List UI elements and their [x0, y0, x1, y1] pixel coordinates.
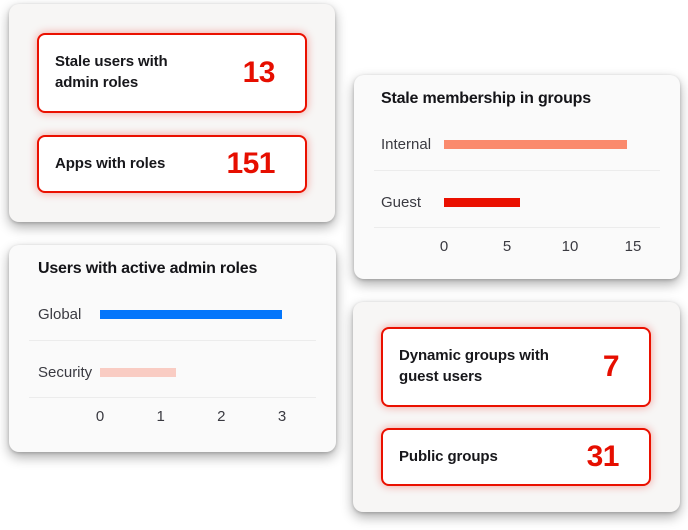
bar-track [100, 367, 282, 377]
card-stale-membership-chart: Stale membership in groups Internal Guest… [354, 75, 680, 279]
row-separator [29, 340, 316, 341]
x-tick-label: 3 [277, 408, 287, 425]
kpi-tile-stale-admin-users: Stale users with admin roles 13 [37, 33, 307, 113]
x-tick-label: 0 [439, 238, 449, 255]
x-tick-label: 15 [624, 238, 642, 255]
bar-category-label: Security [38, 363, 93, 381]
bar-track [100, 309, 282, 319]
chart-row-global: Global [38, 300, 282, 328]
kpi-value: 151 [226, 147, 275, 180]
x-tick-label: 0 [95, 408, 105, 425]
kpi-tile-apps-with-roles: Apps with roles 151 [37, 135, 307, 193]
bar-internal [444, 139, 627, 149]
x-tick-label: 1 [156, 408, 165, 425]
kpi-label: Apps with roles [55, 154, 166, 172]
chart-title: Users with active admin roles [38, 260, 258, 277]
row-separator [29, 397, 316, 398]
bar-chart-active-admin-roles: Global Security 0 1 2 3 [9, 245, 336, 452]
chart-title: Stale membership in groups [381, 90, 591, 107]
bar-track [444, 197, 633, 207]
kpi-label: Stale users with admin roles [55, 53, 168, 91]
bar-security [100, 367, 176, 377]
row-separator [374, 170, 660, 171]
chart-row-internal: Internal [381, 130, 633, 158]
bar-track [444, 139, 633, 149]
x-tick-label: 2 [217, 408, 226, 425]
bar-chart-stale-membership: Internal Guest 0 5 10 15 [354, 75, 680, 279]
card-stale-users-kpis: Stale users with admin roles 13 Apps wit… [9, 4, 335, 222]
kpi-value: 13 [242, 56, 276, 89]
chart-row-security: Security [38, 358, 282, 386]
kpi-label: Public groups [399, 447, 498, 465]
x-axis: 0 1 2 3 [96, 408, 286, 428]
kpi-value: 31 [586, 440, 620, 473]
bar-category-label: Guest [381, 193, 422, 211]
kpi-value: 7 [602, 350, 620, 383]
card-groups-kpis: Dynamic groups with guest users 7 Public… [353, 302, 680, 512]
bar-category-label: Internal [381, 135, 432, 153]
kpi-label: Dynamic groups with guest users [399, 347, 549, 385]
chart-row-guest: Guest [381, 188, 633, 216]
bar-guest [444, 197, 520, 207]
bar-global [100, 309, 282, 319]
row-separator [374, 227, 660, 228]
x-tick-label: 5 [502, 238, 512, 255]
kpi-tile-dynamic-groups: Dynamic groups with guest users 7 [381, 327, 651, 407]
card-active-admin-roles-chart: Users with active admin roles Global Secu… [9, 245, 336, 452]
bar-category-label: Global [38, 305, 82, 323]
kpi-tile-public-groups: Public groups 31 [381, 428, 651, 486]
x-tick-label: 10 [561, 238, 579, 255]
x-axis: 0 5 10 15 [440, 238, 642, 258]
